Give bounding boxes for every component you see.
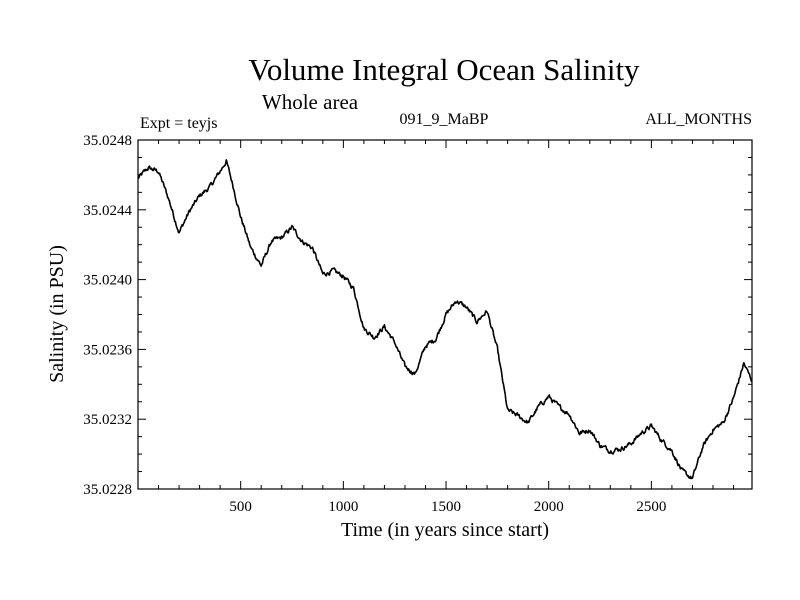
x-tick-label: 2500 (636, 499, 666, 515)
y-tick-label: 35.0236 (83, 342, 132, 358)
x-tick-label: 1500 (431, 499, 461, 515)
x-axis-label: Time (in years since start) (341, 519, 549, 541)
y-tick-label: 35.0232 (83, 412, 132, 428)
chart-subtitle: Whole area (262, 90, 359, 114)
x-tick-label: 500 (229, 499, 252, 515)
y-tick-label: 35.0248 (83, 133, 132, 149)
months-label: ALL_MONTHS (645, 111, 752, 128)
x-tick-label: 1000 (328, 499, 358, 515)
x-axis-tick-labels: 500 1000 1500 2000 2500 (229, 499, 666, 515)
x-axis-ticks (158, 140, 735, 489)
salinity-series-line (137, 159, 753, 480)
run-label: 091_9_MaBP (400, 111, 489, 128)
x-tick-label: 2000 (534, 499, 564, 515)
y-axis-tick-labels: 35.0228 35.0232 35.0236 35.0240 35.0244 35.02… (83, 133, 132, 498)
experiment-label: Expt = teyjs (140, 115, 217, 132)
y-tick-label: 35.0228 (83, 482, 132, 498)
chart-title: Volume Integral Ocean Salinity (248, 52, 640, 87)
y-tick-label: 35.0240 (83, 273, 132, 289)
y-tick-label: 35.0244 (83, 203, 132, 219)
y-axis-label: Salinity (in PSU) (46, 245, 68, 383)
plot-frame (137, 139, 753, 490)
